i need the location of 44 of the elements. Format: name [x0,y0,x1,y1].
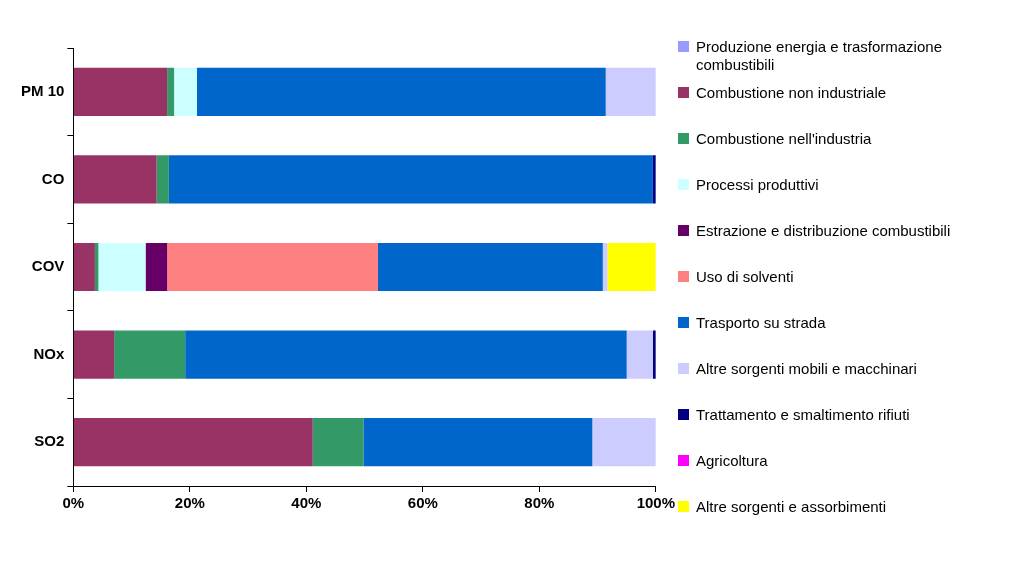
bar [592,418,656,467]
bar [73,330,115,379]
x-tick-label: 0% [62,494,85,512]
x-tick-label: 40% [291,494,322,512]
legend-label: Altre sorgenti mobili e macchinari [696,360,917,378]
x-tick-label: 80% [524,494,555,512]
bar [174,67,197,116]
bar [73,242,95,292]
bar [312,418,364,467]
legend-label: Produzione energia e trasformazione combustibili [696,38,943,74]
legend-label: Trasporto su strada [696,314,826,332]
bar [607,242,656,292]
bar [167,242,378,292]
legend-label: Agricoltura [696,452,768,470]
legend-label: Estrazione e distribuzione combustibili [696,222,951,240]
bar [626,330,653,379]
bar [145,242,168,292]
bar [114,330,186,379]
bar [73,155,157,204]
bar [167,67,175,116]
y-tick-label: SO2 [34,432,65,450]
legend-label: Trattamento e smaltimento rifiuti [696,406,910,424]
bar [185,330,627,379]
y-tick-label: NOx [33,344,66,362]
legend-label: Uso di solventi [696,268,794,286]
y-tick-label: PM 10 [20,81,65,99]
x-tick-label: 20% [174,494,205,512]
bar [196,67,606,116]
legend-label: Processi produttivi [696,176,819,194]
bar [377,242,603,292]
bar [605,67,656,116]
bar [168,155,653,204]
legend-label: Combustione non industriale [696,84,887,102]
legend-label: Combustione nell'industria [696,130,872,148]
bar [363,418,593,467]
bar [73,67,168,116]
bar [73,418,313,467]
bar [98,242,146,292]
x-tick-label: 100% [636,494,676,512]
bar [156,155,169,204]
x-tick-label: 60% [407,494,438,512]
legend-label: Altre sorgenti e assorbimenti [696,498,887,516]
y-tick-label: CO [41,169,65,187]
y-tick-label: COV [31,257,65,275]
